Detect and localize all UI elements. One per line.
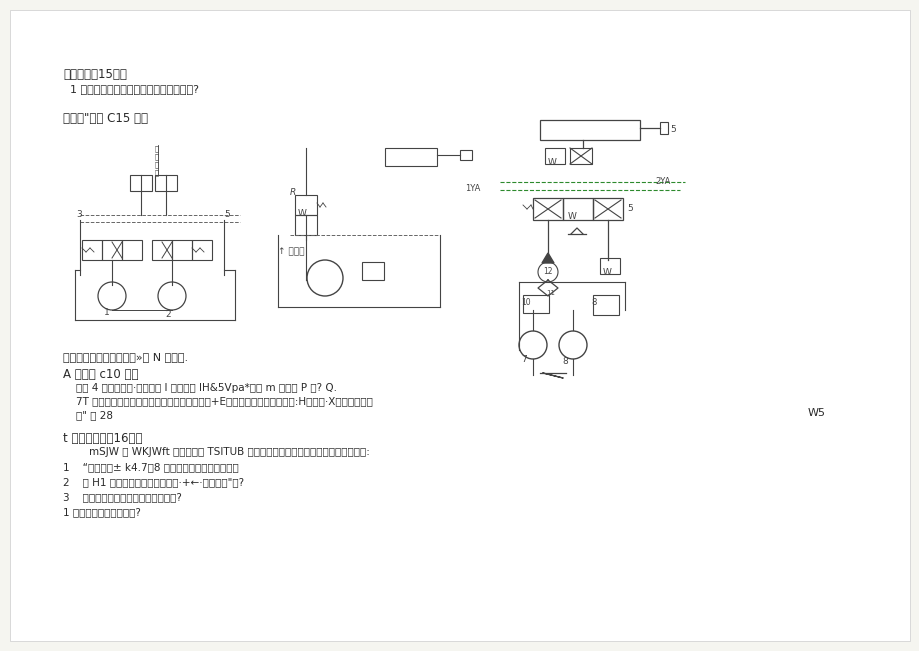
- Bar: [562, 198, 593, 220]
- Text: 2    列 H1 电运长动作服力表（而电·+←·新电～一"）?: 2 列 H1 电运长动作服力表（而电·+←·新电～一"）?: [62, 477, 244, 487]
- Text: 侑" 为 28: 侑" 为 28: [62, 410, 113, 420]
- Text: 泵: 泵: [154, 169, 159, 176]
- Text: 液: 液: [154, 153, 159, 159]
- Text: 5: 5: [223, 210, 230, 219]
- Bar: [122, 240, 142, 260]
- Polygon shape: [541, 253, 553, 263]
- Bar: [130, 175, 152, 191]
- Bar: [361, 262, 383, 280]
- Text: 1    “；几外人± k4.7、8 的名称及在表线中的作用二: 1 “；几外人± k4.7、8 的名称及在表线中的作用二: [62, 462, 239, 472]
- Text: 5: 5: [627, 204, 632, 213]
- Bar: [82, 240, 102, 260]
- Text: 1 石刘根汇收的油阻俱旅?: 1 石刘根汇收的油阻俱旅?: [62, 507, 141, 517]
- Text: 压: 压: [154, 161, 159, 167]
- Bar: [539, 120, 640, 140]
- Text: 1: 1: [104, 308, 109, 317]
- Text: W: W: [548, 158, 556, 167]
- Text: 8: 8: [590, 298, 596, 307]
- Text: 启: 启: [154, 145, 159, 152]
- Text: 2YA: 2YA: [654, 177, 670, 186]
- Text: A 计算题 c10 分）: A 计算题 c10 分）: [62, 368, 139, 381]
- Text: 五图形"叩原 C15 分］: 五图形"叩原 C15 分］: [62, 112, 148, 125]
- Text: 1 容积大泥心关上作偑的必要条件是什么?: 1 容积大泥心关上作偑的必要条件是什么?: [62, 84, 199, 94]
- Bar: [593, 198, 622, 220]
- Text: 1YA: 1YA: [464, 184, 480, 193]
- Text: 5: 5: [669, 125, 675, 134]
- Bar: [522, 295, 549, 313]
- Bar: [154, 175, 176, 191]
- Text: W: W: [602, 268, 611, 277]
- Text: 8: 8: [562, 357, 567, 366]
- Text: 12: 12: [542, 267, 552, 276]
- Text: 7: 7: [520, 355, 527, 364]
- Text: 「力山阀一斯不同路由序»元 N 的名称.: 「力山阀一斯不同路由序»元 N 的名称.: [62, 352, 187, 362]
- Bar: [152, 240, 172, 260]
- Bar: [593, 295, 618, 315]
- Text: 3    分析系鲨由称好液压小木同路用成?: 3 分析系鲨由称好液压小木同路用成?: [62, 492, 182, 502]
- Bar: [295, 195, 317, 215]
- Bar: [102, 240, 122, 260]
- Bar: [384, 148, 437, 166]
- Text: 11: 11: [545, 290, 554, 296]
- Bar: [570, 148, 591, 164]
- Text: W: W: [567, 212, 576, 221]
- Bar: [544, 148, 564, 164]
- Text: W5: W5: [807, 408, 825, 418]
- Text: 四问释题（15分）: 四问释题（15分）: [62, 68, 127, 81]
- Bar: [460, 150, 471, 160]
- Text: 2: 2: [165, 310, 170, 319]
- Text: W: W: [298, 209, 307, 218]
- Bar: [172, 240, 192, 260]
- Text: mSJW 系 WKJWft 可实现快鱼 TSITUB 一级位停止工作偏「人仕折非回各以卜鑰磁:: mSJW 系 WKJWft 可实现快鱼 TSITUB 一级位停止工作偏「人仕折非…: [62, 447, 369, 457]
- Text: 3: 3: [76, 210, 82, 219]
- Text: 10: 10: [520, 298, 530, 307]
- Text: ↑ 节流线: ↑ 节流线: [278, 247, 304, 256]
- Text: 在距 4 所示网路斗·已知溶济 I 跟因力为 IH&5Vpa*诵计 m 印力为 P 尸? Q.: 在距 4 所示网路斗·已知溶济 I 跟因力为 IH&5Vpa*诵计 m 印力为 …: [62, 383, 336, 393]
- Text: t 系统分析题（16分）: t 系统分析题（16分）: [62, 432, 142, 445]
- Bar: [532, 198, 562, 220]
- Bar: [295, 215, 317, 235]
- Text: R: R: [289, 188, 296, 197]
- Bar: [192, 240, 211, 260]
- Text: 7T 能被强过减瓜同及钓路时的根夫可忽略不计+E嘛定活次才运动晰都西动:H煋。时·X好两夕的底力: 7T 能被强过减瓜同及钓路时的根夫可忽略不计+E嘛定活次才运动晰都西动:H煋。时…: [62, 396, 372, 406]
- Bar: [599, 258, 619, 274]
- Bar: [659, 122, 667, 134]
